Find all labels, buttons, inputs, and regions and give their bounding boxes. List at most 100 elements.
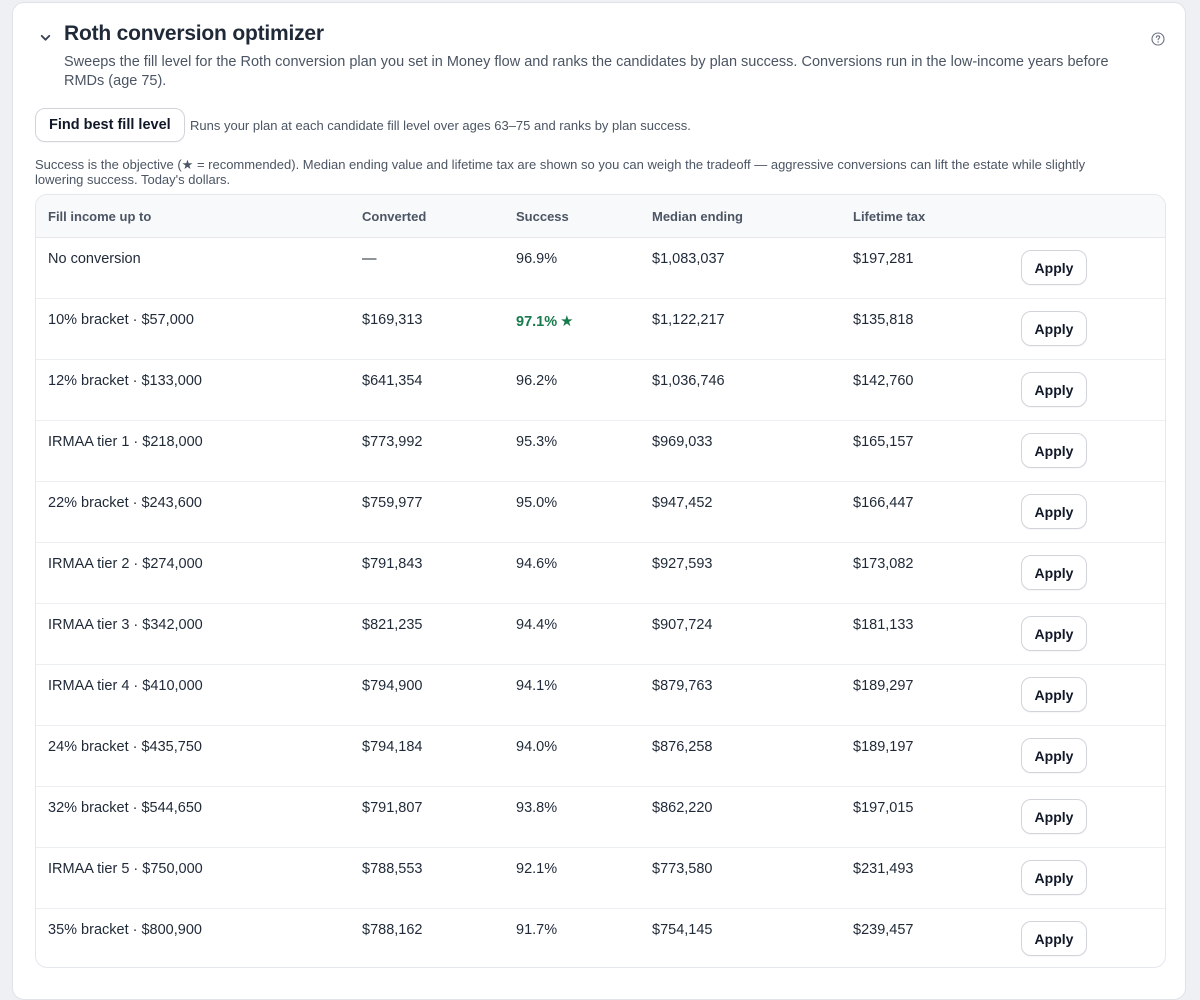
median-ending-cell: $1,122,217: [652, 312, 725, 328]
table-row: 22% bracket · $243,600 $759,977 95.0% $947,…: [36, 482, 1165, 543]
converted-cell: $788,553: [362, 861, 423, 877]
lifetime-tax-cell: $181,133: [853, 617, 914, 633]
lifetime-tax-cell: $135,818: [853, 312, 914, 328]
success-value: 94.6%: [516, 556, 558, 572]
apply-button[interactable]: Apply: [1021, 250, 1087, 285]
success-value: 94.4%: [516, 617, 558, 633]
lifetime-tax-cell: $239,457: [853, 922, 914, 938]
success-cell: 95.3%: [516, 434, 557, 450]
apply-button[interactable]: Apply: [1021, 372, 1087, 407]
header-lifetime-tax: Lifetime tax: [853, 209, 926, 224]
success-value: 94.0%: [516, 739, 558, 755]
converted-cell: $641,354: [362, 373, 423, 389]
objective-note: Success is the objective (★ = recommende…: [35, 157, 1086, 187]
panel-description: Sweeps the fill level for the Roth conve…: [64, 54, 1109, 89]
table-row: IRMAA tier 3 · $342,000 $821,235 94.4% $907…: [36, 604, 1165, 665]
success-value: 94.1%: [516, 678, 558, 694]
candidates-table: Fill income up to Converted Success Medi…: [35, 194, 1166, 968]
apply-button[interactable]: Apply: [1021, 616, 1087, 651]
header-success: Success: [516, 209, 569, 224]
converted-cell: $791,807: [362, 800, 423, 816]
apply-button[interactable]: Apply: [1021, 311, 1087, 346]
lifetime-tax-cell: $231,493: [853, 861, 914, 877]
header-fill: Fill income up to: [48, 209, 152, 224]
median-ending-cell: $1,083,037: [652, 251, 725, 267]
success-cell: 94.4%: [516, 617, 557, 633]
converted-cell: $821,235: [362, 617, 423, 633]
help-circle-icon[interactable]: [1151, 32, 1165, 46]
fill-level-cell: IRMAA tier 2 · $274,000: [48, 556, 203, 572]
fill-level-cell: 22% bracket · $243,600: [48, 495, 202, 511]
success-value: 95.0%: [516, 495, 558, 511]
table-row: IRMAA tier 2 · $274,000 $791,843 94.6% $927…: [36, 543, 1165, 604]
lifetime-tax-cell: $197,281: [853, 251, 914, 267]
fill-level-cell: IRMAA tier 3 · $342,000: [48, 617, 203, 633]
success-value: 93.8%: [516, 800, 558, 816]
success-cell: 97.1% ★: [516, 312, 574, 330]
median-ending-cell: $876,258: [652, 739, 713, 755]
converted-cell: $773,992: [362, 434, 423, 450]
apply-button[interactable]: Apply: [1021, 555, 1087, 590]
lifetime-tax-cell: $142,760: [853, 373, 914, 389]
table-row: 32% bracket · $544,650 $791,807 93.8% $862,…: [36, 787, 1165, 848]
median-ending-cell: $1,036,746: [652, 373, 725, 389]
success-value: 91.7%: [516, 922, 558, 938]
lifetime-tax-cell: $166,447: [853, 495, 914, 511]
success-cell: 91.7%: [516, 922, 557, 938]
table-row: 10% bracket · $57,000 $169,313 97.1% ★ $1,12…: [36, 299, 1165, 360]
success-value: 96.9%: [516, 251, 558, 267]
fill-level-cell: IRMAA tier 5 · $750,000: [48, 861, 203, 877]
table-row: IRMAA tier 4 · $410,000 $794,900 94.1% $879…: [36, 665, 1165, 726]
fill-level-cell: 32% bracket · $544,650: [48, 800, 202, 816]
apply-button[interactable]: Apply: [1021, 738, 1087, 773]
fill-level-cell: 10% bracket · $57,000: [48, 312, 194, 328]
header-converted: Converted: [362, 209, 427, 224]
apply-button[interactable]: Apply: [1021, 433, 1087, 468]
apply-button[interactable]: Apply: [1021, 860, 1087, 895]
success-cell: 96.9%: [516, 251, 557, 267]
converted-cell: $788,162: [362, 922, 423, 938]
lifetime-tax-cell: $173,082: [853, 556, 914, 572]
success-cell: 94.6%: [516, 556, 557, 572]
lifetime-tax-cell: $165,157: [853, 434, 914, 450]
lifetime-tax-cell: $189,197: [853, 739, 914, 755]
fill-level-cell: No conversion: [48, 251, 141, 267]
table-row: 12% bracket · $133,000 $641,354 96.2% $1,03…: [36, 360, 1165, 421]
apply-button[interactable]: Apply: [1021, 677, 1087, 712]
median-ending-cell: $754,145: [652, 922, 713, 938]
apply-button[interactable]: Apply: [1021, 494, 1087, 529]
table-row: IRMAA tier 1 · $218,000 $773,992 95.3% $969…: [36, 421, 1165, 482]
median-ending-cell: $927,593: [652, 556, 713, 572]
star-icon: ★: [560, 313, 574, 330]
table-row: 35% bracket · $800,900 $788,162 91.7% $754,…: [36, 909, 1165, 967]
table-row: No conversion — 96.9% $1,083,037 $197,281 App…: [36, 238, 1165, 299]
fill-level-cell: 35% bracket · $800,900: [48, 922, 202, 938]
success-value: 92.1%: [516, 861, 558, 877]
converted-cell: $794,184: [362, 739, 423, 755]
fill-level-cell: 12% bracket · $133,000: [48, 373, 202, 389]
success-cell: 93.8%: [516, 800, 557, 816]
apply-button[interactable]: Apply: [1021, 799, 1087, 834]
converted-cell: $794,900: [362, 678, 423, 694]
fill-level-cell: 24% bracket · $435,750: [48, 739, 202, 755]
success-cell: 96.2%: [516, 373, 557, 389]
success-cell: 94.0%: [516, 739, 557, 755]
median-ending-cell: $862,220: [652, 800, 713, 816]
median-ending-cell: $969,033: [652, 434, 713, 450]
success-value: 97.1%: [516, 314, 558, 330]
success-value: 96.2%: [516, 373, 558, 389]
apply-button[interactable]: Apply: [1021, 921, 1087, 956]
converted-cell: $169,313: [362, 312, 423, 328]
chevron-down-icon[interactable]: [37, 29, 53, 45]
success-cell: 95.0%: [516, 495, 557, 511]
table-row: IRMAA tier 5 · $750,000 $788,553 92.1% $773…: [36, 848, 1165, 909]
lifetime-tax-cell: $197,015: [853, 800, 914, 816]
fill-level-cell: IRMAA tier 1 · $218,000: [48, 434, 203, 450]
table-body: No conversion — 96.9% $1,083,037 $197,281 App…: [36, 238, 1165, 967]
find-best-fill-level-button[interactable]: Find best fill level: [35, 108, 185, 142]
lifetime-tax-cell: $189,297: [853, 678, 914, 694]
roth-optimizer-panel: Roth conversion optimizer Sweeps the fil…: [12, 2, 1186, 1000]
success-cell: 92.1%: [516, 861, 557, 877]
find-hint-text: Runs your plan at each candidate fill le…: [190, 118, 691, 133]
converted-cell: $759,977: [362, 495, 423, 511]
